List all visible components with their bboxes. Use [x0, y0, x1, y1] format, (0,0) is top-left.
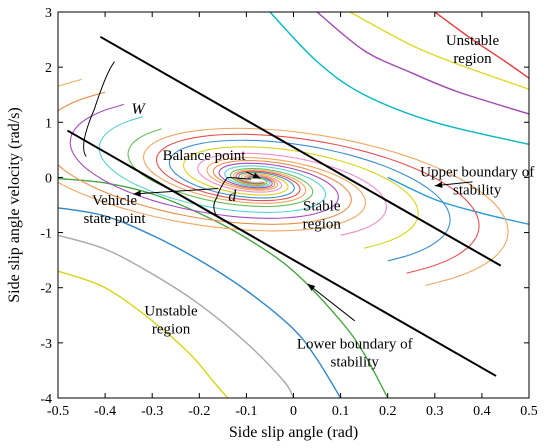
x-tick-label: -0.3: [141, 404, 163, 419]
unstable-trajectory-0: [269, 12, 529, 145]
vehicle-state-point-label: Vehicle state point: [83, 193, 146, 227]
x-tick-label: 0.1: [332, 404, 350, 419]
unstable-trajectory-7: [58, 234, 295, 398]
y-tick-label: -2: [40, 282, 52, 297]
vehicle-state-arrow: [133, 187, 219, 195]
stable-spiral-0: [58, 78, 367, 232]
distance-d-label: d: [228, 188, 237, 205]
upper-boundary-line: [99, 35, 502, 267]
balance-point-label: Balance point: [163, 148, 247, 164]
stable-spiral-5: [197, 152, 387, 236]
y-tick-label: 0: [45, 171, 52, 186]
distance-d-leader: [227, 176, 252, 180]
upper-boundary-arrow-head: [434, 181, 443, 189]
y-tick-label: 1: [45, 116, 52, 131]
stable-spiral-9: [143, 127, 509, 286]
annotation-line: stability: [453, 182, 502, 198]
y-tick-label: -3: [40, 337, 52, 352]
stable-spiral-1: [58, 91, 352, 225]
lower-unstable-region-label: Unstable region: [144, 303, 198, 337]
annotation-line: Unstable: [144, 303, 198, 319]
annotation-line: region: [303, 217, 342, 233]
x-tick-label: 0.4: [473, 404, 491, 419]
lower-boundary-line: [66, 129, 497, 377]
annotation-line: d: [228, 188, 237, 205]
stable-spiral-7: [168, 139, 451, 262]
width-w-label: W: [131, 101, 146, 118]
x-tick-label: 0.5: [520, 404, 538, 419]
x-tick-label: 0: [290, 404, 297, 419]
vehicle-state-arrow-head: [133, 190, 141, 197]
annotation-line: Balance point: [163, 148, 247, 164]
annotation-line: Vehicle: [92, 193, 137, 209]
y-axis-title: Side slip angle velocity (rad/s): [6, 107, 23, 303]
annotation-line: Stable: [303, 199, 341, 215]
trajectories-layer: [58, 12, 529, 398]
x-tick-label: -0.2: [188, 404, 210, 419]
annotation-line: Lower boundary of: [297, 336, 413, 352]
x-axis-title: Side slip angle (rad): [229, 424, 358, 441]
stable-spiral-3: [98, 116, 327, 213]
x-tick-label: 0.2: [379, 404, 397, 419]
balance-point-arrow-head: [252, 172, 261, 179]
annotation-line: Unstable: [446, 33, 500, 49]
upper-unstable-region-label: Unstable region: [446, 33, 500, 67]
lower-boundary-arrow-head: [307, 283, 316, 291]
annotation-line: region: [152, 321, 191, 337]
x-tick-label: -0.4: [94, 404, 116, 419]
stable-region-label: Stable region: [303, 199, 342, 233]
x-tick-label: 0.3: [426, 404, 444, 419]
x-tick-label: -0.1: [235, 404, 257, 419]
width-w-brace: [83, 61, 115, 157]
unstable-trajectory-1: [316, 12, 529, 115]
axis-ticks: -0.5 -0.4 -0.3 -0.2 -0.1 0 0.1 0.2 0.3 0.4 0.5 3 2 1 0…: [40, 6, 537, 419]
unstable-trajectory-6: [58, 207, 342, 398]
unstable-trajectory-8: [58, 270, 229, 398]
stable-spiral-6: [183, 146, 419, 249]
y-tick-label: 3: [45, 6, 52, 21]
stable-spiral-8: [155, 133, 480, 274]
x-tick-label: -0.5: [47, 404, 69, 419]
upper-boundary-label: Upper boundary of stability: [420, 164, 534, 198]
distance-d-brace: [213, 177, 228, 218]
stable-spiral-4: [127, 128, 314, 208]
annotation-line: state point: [83, 211, 146, 227]
unstable-trajectory-3: [434, 12, 529, 79]
annotations-layer: Unstable region Balance point Upper boundar…: [83, 33, 534, 370]
annotation-line: stability: [331, 354, 380, 370]
unstable-trajectory-4: [387, 176, 529, 225]
unstable-trajectory-2: [349, 12, 529, 90]
boundaries-layer: [66, 35, 502, 377]
annotation-line: region: [453, 51, 492, 67]
y-tick-label: 2: [45, 61, 52, 76]
y-tick-label: -4: [40, 392, 52, 407]
y-tick-label: -1: [40, 227, 52, 242]
unstable-trajectory-5: [58, 177, 389, 398]
annotation-line: Upper boundary of: [420, 164, 534, 180]
lower-boundary-label: Lower boundary of stability: [297, 336, 413, 370]
lower-boundary-arrow: [307, 283, 356, 322]
annotation-line: W: [131, 101, 146, 118]
